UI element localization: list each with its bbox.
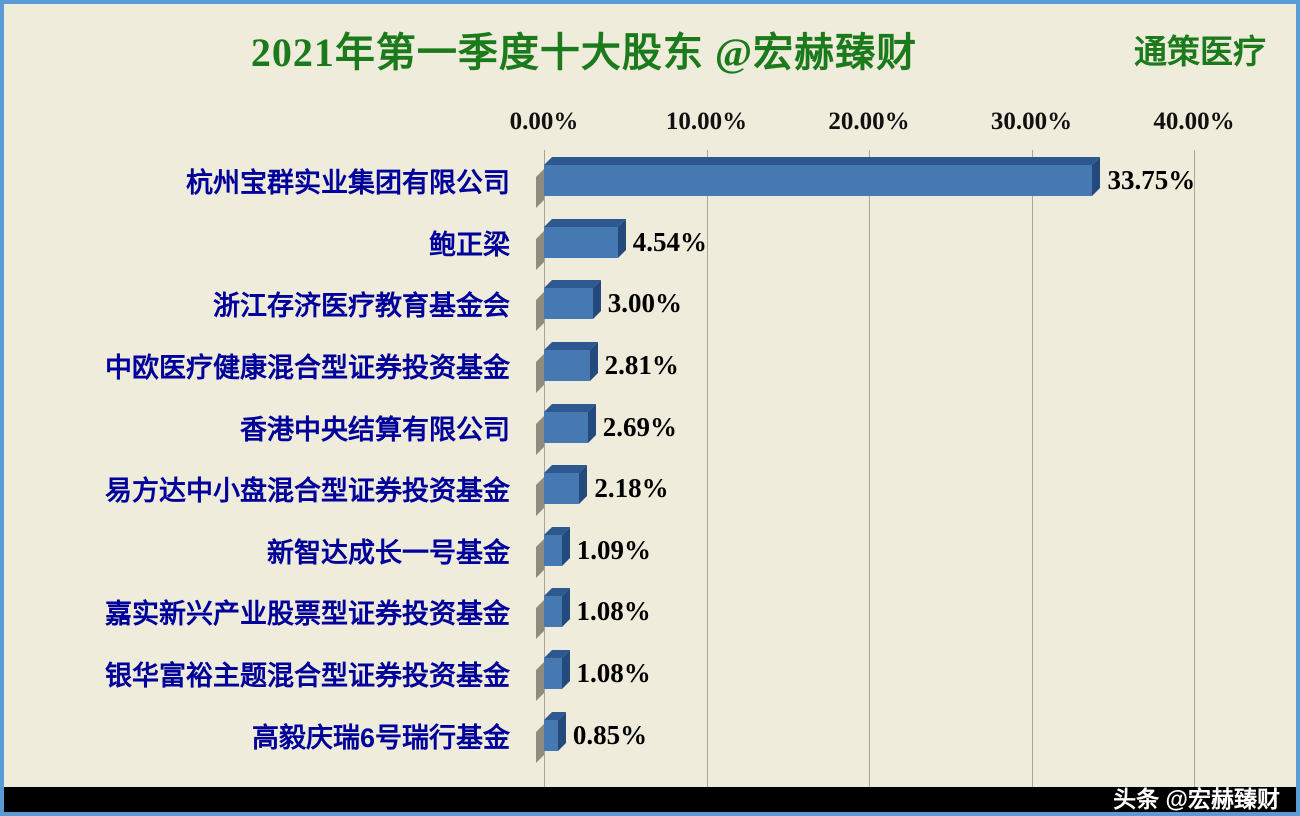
- bar-row: 易方达中小盘混合型证券投资基金 2.18%: [4, 458, 1296, 520]
- value-label: 33.75%: [1107, 165, 1196, 196]
- bar-row: 浙江存济医疗教育基金会 3.00%: [4, 273, 1296, 335]
- bar: [544, 658, 562, 690]
- bar-zone: 1.09%: [536, 520, 1194, 582]
- bar-axis-wall: [536, 662, 544, 702]
- bar-axis-wall: [536, 354, 544, 394]
- bar-axis-wall: [536, 600, 544, 640]
- x-axis-tick-label: 40.00%: [1153, 108, 1235, 135]
- bar-zone: 1.08%: [536, 643, 1194, 705]
- bar-axis-wall: [536, 230, 544, 270]
- bar-row: 高毅庆瑞6号瑞行基金 0.85%: [4, 704, 1296, 766]
- category-label: 易方达中小盘混合型证券投资基金: [105, 476, 510, 507]
- value-label: 1.08%: [576, 596, 651, 627]
- gridline: [544, 150, 545, 788]
- grid-layer: [544, 150, 1195, 788]
- header: 2021年第一季度十大股东 @宏赫臻财 通策医疗: [4, 20, 1296, 78]
- bar: [544, 596, 562, 628]
- bar-row: 嘉实新兴产业股票型证券投资基金 1.08%: [4, 581, 1296, 643]
- x-axis-tick-label: 30.00%: [990, 108, 1073, 135]
- category-label: 香港中央结算有限公司: [240, 414, 510, 445]
- value-label: 1.08%: [576, 658, 651, 689]
- bar-row: 香港中央结算有限公司 2.69%: [4, 396, 1296, 458]
- x-axis: 0.00% 10.00% 20.00% 30.00% 40.00%: [510, 108, 1235, 142]
- category-label: 银华富裕主题混合型证券投资基金: [105, 661, 510, 692]
- bar: [544, 473, 580, 505]
- x-axis-tick-label: 10.00%: [665, 108, 748, 135]
- bar: [544, 719, 558, 751]
- gridline: [869, 150, 870, 788]
- value-label: 1.09%: [576, 534, 651, 565]
- bar-zone: 2.18%: [536, 458, 1194, 520]
- x-axis-tick-label: 0.00%: [509, 108, 579, 135]
- bar-zone: 0.85%: [536, 704, 1194, 766]
- bar: [544, 411, 588, 443]
- bar-row: 杭州宝群实业集团有限公司 33.75%: [4, 150, 1296, 212]
- value-label: 3.00%: [607, 288, 682, 319]
- value-label: 4.54%: [632, 226, 708, 257]
- value-label: 2.18%: [594, 473, 669, 504]
- bar: [544, 534, 562, 566]
- bar-zone: 2.81%: [536, 335, 1194, 397]
- bar-axis-wall: [536, 415, 544, 455]
- value-label: 2.69%: [602, 411, 677, 442]
- bar: [544, 165, 1093, 197]
- bar-zone: 1.08%: [536, 581, 1194, 643]
- bar-row: 鲍正梁 4.54%: [4, 212, 1296, 274]
- bar-row: 新智达成长一号基金 1.09%: [4, 520, 1296, 582]
- gridline: [1031, 150, 1033, 788]
- category-label: 嘉实新兴产业股票型证券投资基金: [105, 599, 510, 630]
- bar-axis-wall: [536, 477, 544, 517]
- bar: [544, 350, 590, 382]
- category-label: 杭州宝群实业集团有限公司: [186, 168, 510, 199]
- bar-axis-wall: [536, 723, 544, 763]
- bar-zone: 4.54%: [536, 212, 1194, 274]
- bar-zone: 33.75%: [536, 150, 1196, 212]
- bar: [544, 288, 593, 320]
- category-label: 高毅庆瑞6号瑞行基金: [251, 722, 510, 753]
- value-label: 2.81%: [604, 350, 679, 381]
- category-label: 浙江存济医疗教育基金会: [213, 291, 510, 322]
- stock-name: 通策医疗: [1134, 35, 1266, 71]
- chart-rows: 杭州宝群实业集团有限公司 33.75% 鲍正梁 4.54% 浙江存济医疗教育基金会 3.0…: [4, 150, 1296, 766]
- bar-row: 银华富裕主题混合型证券投资基金 1.08%: [4, 643, 1296, 705]
- bar-zone: 3.00%: [536, 273, 1194, 335]
- category-label: 鲍正梁: [429, 229, 510, 260]
- watermark-text: 头条 @宏赫臻财: [1113, 786, 1280, 812]
- watermark-bar: 头条 @宏赫臻财: [4, 787, 1296, 812]
- x-axis-tick-label: 20.00%: [828, 108, 910, 135]
- category-label: 新智达成长一号基金: [267, 537, 510, 568]
- gridline: [706, 150, 708, 788]
- bar-axis-wall: [536, 538, 544, 578]
- bar: [544, 226, 618, 258]
- category-label: 中欧医疗健康混合型证券投资基金: [105, 353, 510, 384]
- bar-axis-wall: [536, 169, 544, 209]
- bar-axis-wall: [536, 292, 544, 332]
- value-label: 0.85%: [572, 719, 648, 750]
- bar-zone: 2.69%: [536, 396, 1194, 458]
- bar-row: 中欧医疗健康混合型证券投资基金 2.81%: [4, 335, 1296, 397]
- gridline: [1194, 150, 1195, 788]
- page-title: 2021年第一季度十大股东 @宏赫臻财: [250, 30, 918, 75]
